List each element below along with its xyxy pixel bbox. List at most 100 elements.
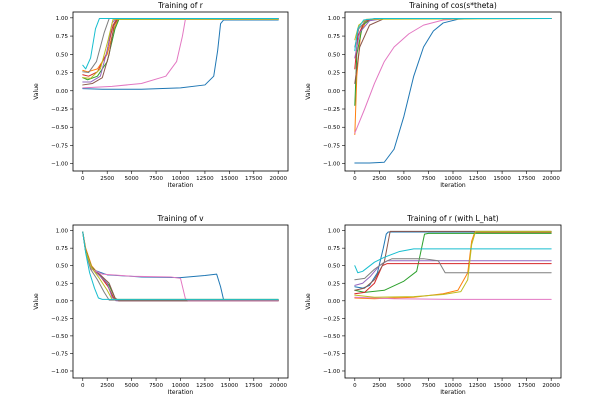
x-tick-label: 12500	[469, 383, 487, 389]
x-tick-label: 7500	[421, 383, 435, 389]
plot-frame	[344, 11, 562, 172]
y-tick-label: 0.75	[56, 246, 69, 252]
x-tick-label: 20000	[269, 176, 287, 182]
y-tick-label: −1.00	[323, 162, 340, 168]
series-line-run-9	[82, 18, 279, 79]
x-tick-label: 10000	[172, 176, 190, 182]
series-line-run-8	[354, 258, 552, 281]
series-group	[82, 231, 279, 302]
x-tick-label: 7500	[149, 383, 163, 389]
series-line-run-3	[354, 232, 552, 293]
y-tick-label: 0.50	[56, 52, 69, 58]
x-axis-label: Iteration	[440, 389, 466, 396]
y-tick-label: −0.75	[323, 351, 340, 357]
x-tick-label: 2500	[100, 176, 114, 182]
y-axis-label: Value	[305, 83, 312, 100]
y-tick-label: −0.50	[323, 334, 340, 340]
panel-training-of-r-with-l-hat: Training of r (with L_hat) 0 2500 5000 7500 1…	[305, 214, 562, 396]
series-line-run-6	[82, 231, 279, 302]
y-tick-label: −1.00	[51, 162, 68, 168]
series-line-run-10	[82, 18, 279, 70]
series-line-run-6	[354, 18, 552, 84]
y-axis-label: Value	[305, 293, 312, 310]
series-line-run-4	[354, 263, 552, 295]
x-tick-label: 15000	[221, 176, 239, 182]
series-group	[82, 18, 279, 90]
x-axis-label: Iteration	[168, 389, 194, 396]
y-tick-label: 1.00	[56, 16, 69, 22]
series-line-run-7	[354, 18, 552, 134]
y-tick-label: −0.50	[51, 125, 68, 131]
x-tick-label: 2500	[372, 176, 386, 182]
y-tick-label: 0.00	[328, 89, 341, 95]
x-tick-label: 17500	[518, 383, 536, 389]
y-tick-label: −0.25	[51, 107, 68, 113]
x-tick-label: 12500	[196, 383, 214, 389]
y-tick-label: −0.50	[323, 125, 340, 131]
chart-title: Training of r (with L_hat)	[406, 214, 498, 223]
series-line-run-7	[354, 296, 552, 300]
x-tick-label: 5000	[125, 176, 139, 182]
series-line-run-8	[354, 18, 552, 48]
y-tick-label: 0.00	[56, 89, 69, 95]
plot-frame	[72, 224, 289, 379]
x-tick-label: 2500	[372, 383, 386, 389]
x-tick-label: 0	[353, 383, 357, 389]
panel-training-of-v: Training of v 0 2500 5000 7500 10000 12500 1500…	[33, 214, 289, 396]
series-line-run-4	[82, 18, 279, 77]
x-tick-label: 5000	[397, 176, 411, 182]
y-tick-label: 0.50	[328, 264, 341, 270]
panel-training-of-cos-s-theta: Training of cos(s*theta) 0 2500 5000 7500 100…	[305, 1, 562, 189]
plot-frame	[72, 11, 289, 172]
y-tick-label: −0.25	[323, 107, 340, 113]
series-line-run-10	[354, 248, 552, 274]
y-tick-label: −0.75	[51, 351, 68, 357]
x-tick-label: 7500	[421, 176, 435, 182]
y-tick-label: 0.00	[56, 299, 69, 305]
x-tick-label: 0	[353, 176, 357, 182]
chart-title: Training of v	[156, 214, 204, 223]
x-axis-label: Iteration	[440, 182, 466, 189]
x-tick-label: 5000	[125, 383, 139, 389]
y-tick-label: −0.25	[323, 316, 340, 322]
y-tick-label: 0.25	[56, 71, 69, 77]
series-line-run-7	[82, 18, 279, 89]
x-axis-label: Iteration	[168, 182, 194, 189]
x-tick-label: 15000	[493, 383, 511, 389]
chart-title: Training of cos(s*theta)	[408, 1, 497, 10]
y-tick-label: 0.25	[328, 281, 341, 287]
panel-training-of-r: Training of r 0 2500 5000 7500 10000 12500 1500…	[33, 1, 289, 189]
x-tick-label: 10000	[444, 383, 462, 389]
x-tick-label: 10000	[172, 383, 190, 389]
x-tick-label: 17500	[245, 176, 263, 182]
y-tick-label: 0.00	[328, 299, 341, 305]
y-tick-label: −0.75	[323, 143, 340, 149]
y-tick-label: −0.25	[51, 316, 68, 322]
x-tick-label: 15000	[221, 383, 239, 389]
series-line-run-6	[354, 230, 552, 291]
series-group	[354, 230, 552, 300]
series-line-run-9	[354, 18, 552, 41]
y-tick-label: 1.00	[328, 229, 341, 235]
series-line-run-10	[354, 18, 552, 52]
x-tick-label: 17500	[245, 383, 263, 389]
x-tick-label: 12500	[196, 176, 214, 182]
y-tick-label: 0.25	[328, 71, 341, 77]
y-axis-label: Value	[33, 83, 40, 100]
y-tick-label: 0.25	[56, 281, 69, 287]
x-tick-label: 12500	[469, 176, 487, 182]
x-tick-label: 15000	[493, 176, 511, 182]
x-tick-label: 7500	[149, 176, 163, 182]
series-line-run-10	[82, 231, 279, 300]
x-tick-label: 20000	[269, 383, 287, 389]
y-tick-label: 0.75	[328, 246, 341, 252]
y-tick-label: −0.50	[51, 334, 68, 340]
x-tick-label: 17500	[518, 176, 536, 182]
y-tick-label: 1.00	[56, 229, 69, 235]
y-tick-label: 0.50	[56, 264, 69, 270]
chart-title: Training of r	[157, 1, 204, 10]
series-line-run-5	[354, 18, 552, 59]
series-line-run-1	[354, 18, 552, 164]
y-tick-label: −0.75	[51, 143, 68, 149]
